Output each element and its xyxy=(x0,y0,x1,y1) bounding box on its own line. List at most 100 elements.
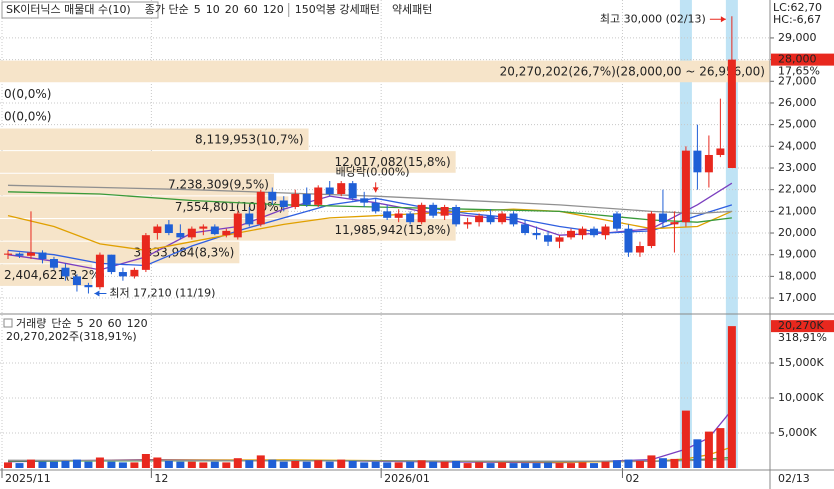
profile-label: 0(0,0%) xyxy=(4,87,51,101)
y-tick-label: 10,000K xyxy=(778,391,824,404)
candle-body xyxy=(521,224,530,234)
volume-bar xyxy=(521,463,530,468)
volume-bar xyxy=(704,431,713,468)
volume-bar xyxy=(61,461,70,468)
candle-body xyxy=(291,193,300,208)
legend-entry: 120 xyxy=(263,3,284,16)
candle-body xyxy=(15,253,24,256)
candle-body xyxy=(635,246,644,253)
candle-body xyxy=(268,191,277,201)
volume-bar xyxy=(647,455,656,468)
candle-body xyxy=(704,154,713,173)
candle-body xyxy=(509,213,518,225)
volume-bar xyxy=(417,460,426,468)
y-tick-label: 19,000 xyxy=(778,248,817,261)
volume-title: 거래량 xyxy=(16,317,46,330)
pattern-legend: 약세패턴 xyxy=(392,2,432,16)
legend-entry: 60 xyxy=(244,3,258,16)
date-label: 02/13 xyxy=(778,472,810,485)
candle-body xyxy=(578,228,587,236)
candle-body xyxy=(164,224,173,234)
volume-bar xyxy=(440,461,449,468)
profile-label: 8,119,953(10,7%) xyxy=(195,132,304,146)
volume-bar xyxy=(475,462,484,468)
candle-body xyxy=(624,228,633,253)
volume-bar xyxy=(693,439,702,468)
volume-bar xyxy=(256,455,265,468)
volume-bar xyxy=(199,462,208,468)
volume-bar xyxy=(337,459,346,468)
volume-bar xyxy=(325,461,334,468)
x-tick-label: 12 xyxy=(154,472,168,485)
candle-body xyxy=(233,213,242,238)
candle-body xyxy=(302,193,311,205)
pattern-legend: 150억봉 강세패턴 xyxy=(295,3,380,16)
volume-bar xyxy=(452,461,461,468)
volume-change-label: 318,91% xyxy=(778,331,827,344)
chart-title: SK이터닉스 매물대 수(10) xyxy=(6,3,131,16)
volume-bar xyxy=(153,457,162,468)
candle-body xyxy=(222,230,231,236)
y-tick-label: 27,000 xyxy=(778,74,817,87)
volume-bar xyxy=(118,462,127,468)
volume-bar xyxy=(555,463,564,468)
candle-body xyxy=(394,213,403,218)
volume-bar xyxy=(268,459,277,468)
volume-bar xyxy=(567,463,576,468)
volume-bar xyxy=(26,459,35,468)
x-tick-label: 2025/11 xyxy=(5,472,51,485)
y-tick-label: 22,000 xyxy=(778,183,817,196)
y-tick-label: 20,000 xyxy=(778,226,817,239)
candle-body xyxy=(727,59,736,168)
profile-label: 12,017,082(15,8%) xyxy=(334,155,450,169)
volume-bar xyxy=(107,461,116,468)
y-tick-label: 26,000 xyxy=(778,96,817,109)
volume-bar xyxy=(429,461,438,468)
volume-bar xyxy=(635,461,644,468)
ma-legend-label: 종가 단순 xyxy=(145,3,189,16)
candle-body xyxy=(544,235,553,242)
candle-body xyxy=(187,228,196,238)
candle-body xyxy=(118,272,127,277)
moving-average xyxy=(7,184,732,215)
candle-body xyxy=(49,259,58,268)
legend-entry: 60 xyxy=(108,317,122,330)
candle-body xyxy=(475,215,484,223)
y-tick-label: 23,000 xyxy=(778,161,817,174)
moving-average xyxy=(7,458,732,463)
profile-band xyxy=(0,128,309,151)
candle-body xyxy=(61,267,70,277)
event-note: 배당락(0.00%) xyxy=(336,165,410,178)
volume-bar xyxy=(681,410,690,468)
volume-bar xyxy=(612,460,621,468)
low-arrow-head xyxy=(94,290,100,297)
legend-entry: 20 xyxy=(89,317,103,330)
candle-body xyxy=(555,237,564,242)
candle-body xyxy=(245,213,254,225)
legend-entry: 5 xyxy=(77,317,84,330)
volume-bar xyxy=(49,461,58,468)
volume-bar xyxy=(348,461,357,468)
volume-bar xyxy=(176,461,185,468)
candle-body xyxy=(601,226,610,236)
legend-entry: 120 xyxy=(127,317,148,330)
volume-bar xyxy=(670,458,679,468)
moving-average xyxy=(7,197,733,267)
volume-bar xyxy=(463,463,472,468)
high-note: 최고 30,000 (02/13) xyxy=(600,12,706,25)
volume-bar xyxy=(658,458,667,468)
candle-body xyxy=(452,207,461,225)
candle-body xyxy=(498,213,507,223)
candle-body xyxy=(681,150,690,223)
candle-body xyxy=(371,202,380,212)
candle-body xyxy=(130,269,139,277)
hc-label: HC:-6,67 xyxy=(773,13,821,26)
candle-body xyxy=(383,211,392,218)
profile-band xyxy=(0,151,456,173)
candle-body xyxy=(337,183,346,194)
candle-body xyxy=(612,213,621,229)
volume-bar xyxy=(544,462,553,468)
profile-label: 2,404,621(3,2%) xyxy=(4,268,105,282)
candle-body xyxy=(325,187,334,194)
